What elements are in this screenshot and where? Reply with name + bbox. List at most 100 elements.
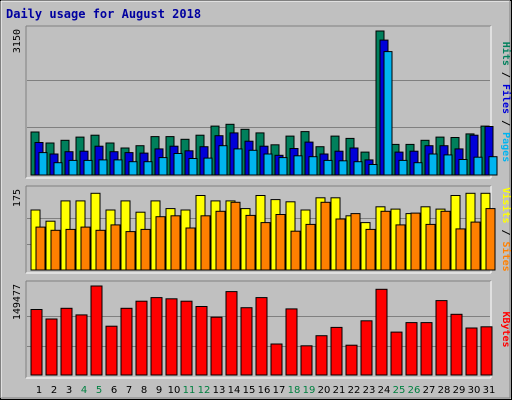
bar-sites-11 — [185, 227, 196, 271]
bar-sites-1 — [35, 226, 46, 271]
bar-sites-22 — [350, 213, 361, 271]
bar-kbytes-10 — [165, 298, 178, 376]
bar-sites-31 — [485, 208, 496, 271]
bar-sites-23 — [365, 228, 376, 271]
bar-kbytes-5 — [90, 285, 103, 376]
x-tick-label-7: 7 — [126, 385, 132, 396]
bar-sites-24 — [380, 210, 391, 271]
bar-pages-8 — [143, 161, 153, 176]
x-tick-label-11: 11 — [183, 385, 196, 396]
bar-sites-13 — [215, 210, 226, 271]
bar-pages-1 — [38, 152, 48, 176]
bar-sites-14 — [230, 201, 241, 271]
bar-kbytes-2 — [45, 318, 58, 376]
x-tick-label-16: 16 — [258, 385, 271, 396]
bar-kbytes-22 — [345, 344, 358, 376]
bar-pages-18 — [293, 155, 303, 176]
bar-sites-6 — [110, 224, 121, 271]
bar-kbytes-27 — [420, 322, 433, 376]
x-tick-label-15: 15 — [243, 385, 256, 396]
bar-sites-26 — [410, 212, 421, 271]
bar-kbytes-14 — [225, 291, 238, 376]
x-tick-label-29: 29 — [453, 385, 466, 396]
bar-pages-3 — [68, 159, 78, 176]
bar-sites-12 — [200, 215, 211, 271]
bar-kbytes-20 — [315, 335, 328, 376]
x-tick-label-20: 20 — [318, 385, 331, 396]
bar-kbytes-1 — [30, 309, 43, 376]
bar-pages-28 — [443, 154, 453, 176]
y-max-label: 175 — [12, 189, 23, 207]
bar-pages-7 — [128, 161, 138, 176]
legend-kbytes: KBytes — [500, 311, 511, 347]
bar-sites-20 — [320, 201, 331, 271]
x-tick-label-19: 19 — [303, 385, 316, 396]
bar-kbytes-13 — [210, 316, 223, 376]
bar-kbytes-30 — [465, 327, 478, 376]
bar-kbytes-23 — [360, 320, 373, 376]
bar-pages-31 — [488, 156, 498, 176]
bar-sites-9 — [155, 216, 166, 271]
bar-sites-27 — [425, 223, 436, 271]
bar-kbytes-8 — [135, 300, 148, 376]
x-tick-label-3: 3 — [66, 385, 72, 396]
bar-pages-6 — [113, 159, 123, 176]
bar-pages-19 — [308, 156, 318, 176]
bar-kbytes-11 — [180, 300, 193, 376]
bar-pages-15 — [248, 149, 258, 176]
bar-sites-8 — [140, 228, 151, 271]
bar-pages-22 — [353, 161, 363, 176]
bar-sites-28 — [440, 210, 451, 271]
x-tick-label-14: 14 — [228, 385, 241, 396]
bar-pages-11 — [188, 158, 198, 176]
x-tick-label-25: 25 — [393, 385, 406, 396]
bar-pages-30 — [473, 156, 483, 176]
bar-pages-10 — [173, 153, 183, 176]
bar-pages-29 — [458, 159, 468, 176]
bar-pages-24 — [383, 51, 393, 176]
x-tick-label-9: 9 — [156, 385, 162, 396]
bar-pages-12 — [203, 157, 213, 176]
bar-kbytes-12 — [195, 306, 208, 376]
bar-pages-2 — [53, 162, 63, 176]
x-tick-label-12: 12 — [198, 385, 211, 396]
bar-kbytes-4 — [75, 314, 88, 376]
bar-sites-30 — [470, 221, 481, 271]
legend-files: Files — [500, 84, 512, 114]
x-tick-label-30: 30 — [468, 385, 481, 396]
bar-sites-19 — [305, 223, 316, 271]
legend-pages: Pages — [500, 132, 511, 162]
bar-pages-26 — [413, 162, 423, 176]
bar-kbytes-7 — [120, 307, 133, 376]
bar-sites-15 — [245, 214, 256, 271]
bar-sites-3 — [65, 228, 76, 271]
bar-pages-13 — [218, 145, 228, 176]
bar-pages-25 — [398, 159, 408, 176]
bar-pages-21 — [338, 160, 348, 176]
bar-kbytes-18 — [285, 308, 298, 376]
bar-sites-7 — [125, 231, 136, 271]
bar-sites-5 — [95, 229, 106, 271]
x-tick-label-2: 2 — [51, 385, 57, 396]
x-tick-label-8: 8 — [141, 385, 147, 396]
x-tick-label-1: 1 — [36, 385, 42, 396]
x-tick-label-21: 21 — [333, 385, 346, 396]
bar-kbytes-3 — [60, 307, 73, 376]
bar-pages-20 — [323, 159, 333, 176]
bar-pages-5 — [98, 159, 108, 176]
bar-kbytes-15 — [240, 307, 253, 376]
chart-title: Daily usage for August 2018 — [6, 7, 201, 21]
x-tick-label-17: 17 — [273, 385, 286, 396]
bar-sites-29 — [455, 228, 466, 271]
x-tick-label-18: 18 — [288, 385, 301, 396]
legend-hits: Hits — [500, 42, 512, 66]
bar-pages-17 — [278, 157, 288, 176]
x-tick-label-6: 6 — [111, 385, 117, 396]
x-tick-label-13: 13 — [213, 385, 226, 396]
side-legend: KBytes — [500, 311, 511, 347]
bar-kbytes-31 — [480, 326, 493, 376]
x-tick-label-24: 24 — [378, 385, 391, 396]
bar-kbytes-25 — [390, 331, 403, 376]
bar-sites-18 — [290, 230, 301, 271]
